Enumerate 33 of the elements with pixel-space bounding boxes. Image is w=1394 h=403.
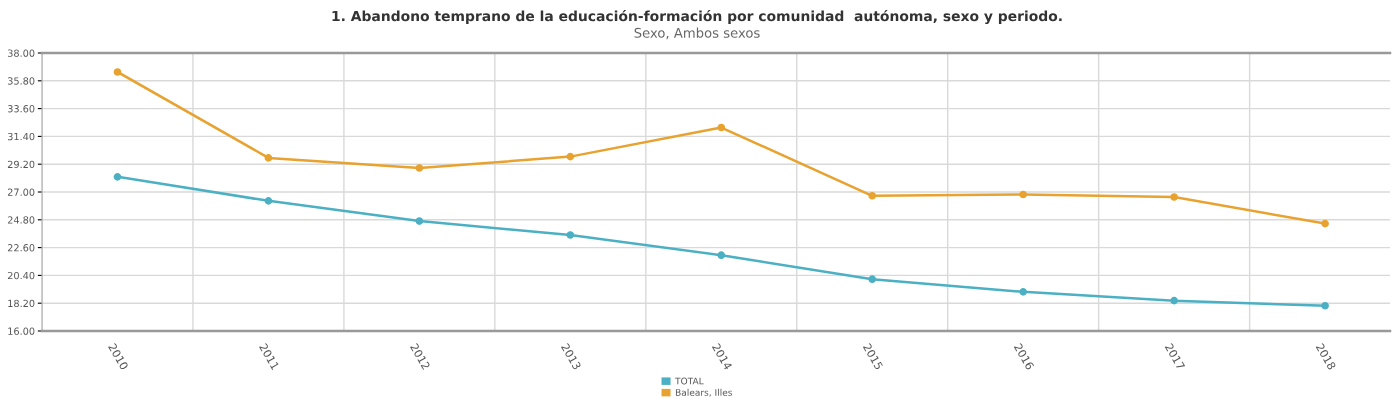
chart-title: 1. Abandono temprano de la educación-formación por comunidad autónoma, sexo y periodo.: [332, 9, 1062, 25]
point: [717, 123, 726, 132]
y-tick-label: 31.40: [7, 132, 35, 141]
y-tick-label: 35.80: [7, 77, 35, 85]
y-tick-label: 18.20: [8, 299, 35, 308]
point: [1321, 219, 1329, 228]
legend-label: TOTAL: [675, 377, 704, 385]
point: [717, 251, 726, 260]
y-tick-label: 20.40: [7, 271, 35, 280]
y-tick-label: 29.20: [7, 160, 35, 169]
point: [566, 231, 575, 239]
point: [1019, 190, 1028, 199]
point: [1019, 288, 1028, 296]
y-tick-label: 33.60: [7, 105, 35, 113]
point: [566, 152, 575, 161]
y-tick-label: 38.00: [7, 49, 35, 57]
point: [113, 68, 122, 76]
legend-label: Balears, Illes: [675, 388, 733, 397]
chart-subtitle: Sexo, Ambos sexos: [634, 27, 760, 40]
point: [868, 275, 877, 284]
point: [415, 164, 424, 172]
point: [264, 154, 273, 162]
point: [1170, 296, 1178, 305]
point: [868, 191, 877, 200]
point: [113, 173, 122, 181]
point: [415, 217, 424, 225]
point: [264, 197, 273, 205]
point: [1321, 301, 1329, 310]
y-tick-label: 27.00: [7, 188, 35, 196]
y-tick-label: 16.00: [8, 327, 35, 335]
y-tick-label: 24.80: [7, 216, 35, 224]
point: [1170, 193, 1178, 201]
y-tick-label: 22.60: [7, 244, 35, 252]
